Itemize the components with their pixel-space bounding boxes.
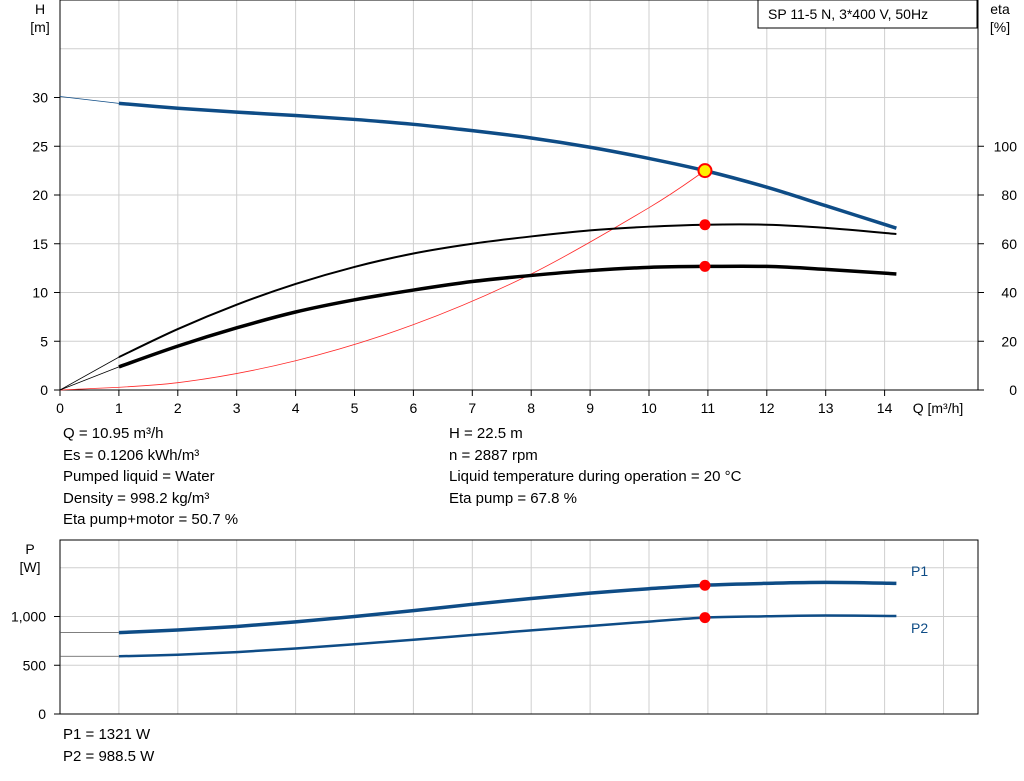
- duty-info-left: Q = 10.95 m³/h Es = 0.1206 kWh/m³ Pumped…: [63, 423, 238, 531]
- power-axis-label: P [W]: [20, 541, 41, 575]
- left-axis-label: H [m]: [30, 1, 49, 35]
- lower-plot-frame: [59, 539, 979, 715]
- right-tick-label: 60: [1001, 236, 1017, 252]
- x-tick-label: 14: [877, 400, 893, 416]
- right-tick-label: 40: [1001, 285, 1017, 301]
- p2-curve: [118, 614, 897, 658]
- info-eta-pump: Eta pump = 67.8 %: [449, 489, 577, 507]
- x-tick-label: 11: [701, 400, 716, 416]
- info-head: H = 22.5 m: [449, 425, 523, 442]
- right-tick-label: 20: [1001, 333, 1017, 349]
- right-tick-label: 80: [1001, 187, 1017, 203]
- y-tick-label: 0: [40, 382, 48, 398]
- info-energy: Es = 0.1206 kWh/m³: [63, 446, 200, 464]
- system-curve: [59, 170, 706, 391]
- x-tick-label: 5: [351, 400, 359, 416]
- eta-pump-curve: [118, 223, 897, 358]
- p1-curve: [118, 580, 897, 635]
- legend-p1: P1: [911, 563, 928, 579]
- lower-y-ticks: 0 500 1,000: [11, 609, 60, 722]
- lower-grid: [60, 540, 978, 714]
- x-tick-label: 2: [174, 400, 182, 416]
- power-tick-label: 500: [23, 657, 47, 673]
- upper-grid: [60, 0, 978, 390]
- x-tick-label: 1: [115, 400, 123, 416]
- info-eta-total: Eta pump+motor = 50.7 %: [63, 511, 239, 528]
- chart-title: SP 11-5 N, 3*400 V, 50Hz: [768, 6, 928, 22]
- y-tick-label: 10: [32, 285, 48, 301]
- x-tick-label: 4: [292, 400, 300, 416]
- head-curve-extension: [59, 96, 119, 104]
- upper-y-ticks: 0 5 10 15 20 25 30: [32, 90, 60, 398]
- duty-info-right: H = 22.5 m n = 2887 rpm Liquid temperatu…: [449, 423, 741, 509]
- y-tick-label: 30: [32, 90, 48, 106]
- y-tick-label: 5: [40, 333, 48, 349]
- p2-duty-point: [699, 612, 711, 624]
- x-tick-label: 6: [410, 400, 418, 416]
- legend-p2: P2: [911, 620, 928, 636]
- eta-pump-duty-point: [699, 219, 711, 231]
- x-tick-label: 13: [818, 400, 834, 416]
- x-tick-label: 7: [468, 400, 476, 416]
- head-curve: [118, 101, 897, 230]
- x-tick-label: 9: [586, 400, 594, 416]
- right-axis-label: eta [%]: [990, 1, 1010, 35]
- x-tick-label: 12: [759, 400, 775, 416]
- upper-right-ticks: 0 20 40 60 80 100: [978, 138, 1017, 398]
- info-flow: Q = 10.95 m³/h: [63, 425, 164, 442]
- info-density: Density = 998.2 kg/m³: [63, 489, 210, 507]
- p1-duty-point: [699, 579, 711, 591]
- x-tick-label: 10: [641, 400, 657, 416]
- eta-total-curve: [118, 264, 897, 369]
- power-info: P1 = 1321 W P2 = 988.5 W: [63, 724, 154, 767]
- eta-total-extension: [59, 366, 120, 391]
- y-tick-label: 20: [32, 187, 48, 203]
- x-tick-label: 0: [56, 400, 64, 416]
- eta-total-duty-point: [699, 260, 711, 272]
- info-liquid: Pumped liquid = Water: [63, 468, 215, 485]
- info-p1: P1 = 1321 W: [63, 726, 151, 743]
- x-tick-label: 8: [527, 400, 535, 416]
- y-tick-label: 15: [32, 236, 48, 252]
- upper-x-ticks: 0 1 2 3 4 5 6 7 8 9 10 11 12 13 14: [56, 390, 893, 416]
- head-duty-point: [697, 163, 713, 179]
- right-tick-label: 100: [994, 138, 1018, 154]
- y-tick-label: 25: [32, 138, 48, 154]
- power-tick-label: 1,000: [11, 609, 46, 625]
- upper-curves: [59, 96, 897, 391]
- power-tick-label: 0: [38, 706, 46, 722]
- power-plot: 0 500 1,000 P [W] P1 P2: [11, 539, 979, 722]
- x-axis-label: Q [m³/h]: [913, 400, 964, 416]
- info-p2: P2 = 988.5 W: [63, 747, 155, 765]
- x-tick-label: 3: [233, 400, 241, 416]
- info-temperature: Liquid temperature during operation = 20…: [449, 468, 742, 485]
- info-speed: n = 2887 rpm: [449, 446, 538, 464]
- chart-title-box: SP 11-5 N, 3*400 V, 50Hz: [757, 0, 978, 29]
- eta-pump-extension: [59, 356, 120, 391]
- right-tick-label: 0: [1009, 382, 1017, 398]
- lower-curves: [60, 579, 897, 658]
